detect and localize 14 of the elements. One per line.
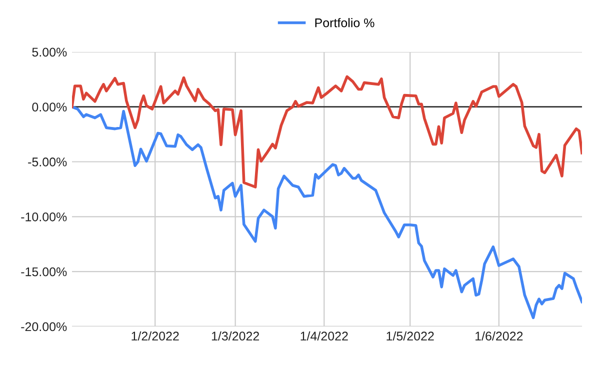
y-tick-label: 0.00% bbox=[32, 102, 67, 112]
line-series bbox=[72, 75, 582, 188]
x-tick-label: 1/5/2022 bbox=[386, 331, 434, 341]
y-tick-label: -5.00% bbox=[28, 158, 67, 166]
legend-label: Portfolio % bbox=[315, 18, 374, 28]
line-series bbox=[72, 105, 582, 320]
y-tick-label: 5.00% bbox=[32, 48, 67, 57]
y-tick-label: -10.00% bbox=[21, 212, 67, 222]
x-tick-label: 1/4/2022 bbox=[300, 331, 348, 341]
x-tick-label: 1/3/2022 bbox=[212, 331, 260, 341]
y-tick-label: -15.00% bbox=[21, 267, 67, 276]
x-tick-label: 1/6/2022 bbox=[476, 331, 523, 341]
x-tick-label: 1/2/2022 bbox=[132, 331, 179, 341]
y-tick-label: -20.00% bbox=[21, 322, 67, 332]
